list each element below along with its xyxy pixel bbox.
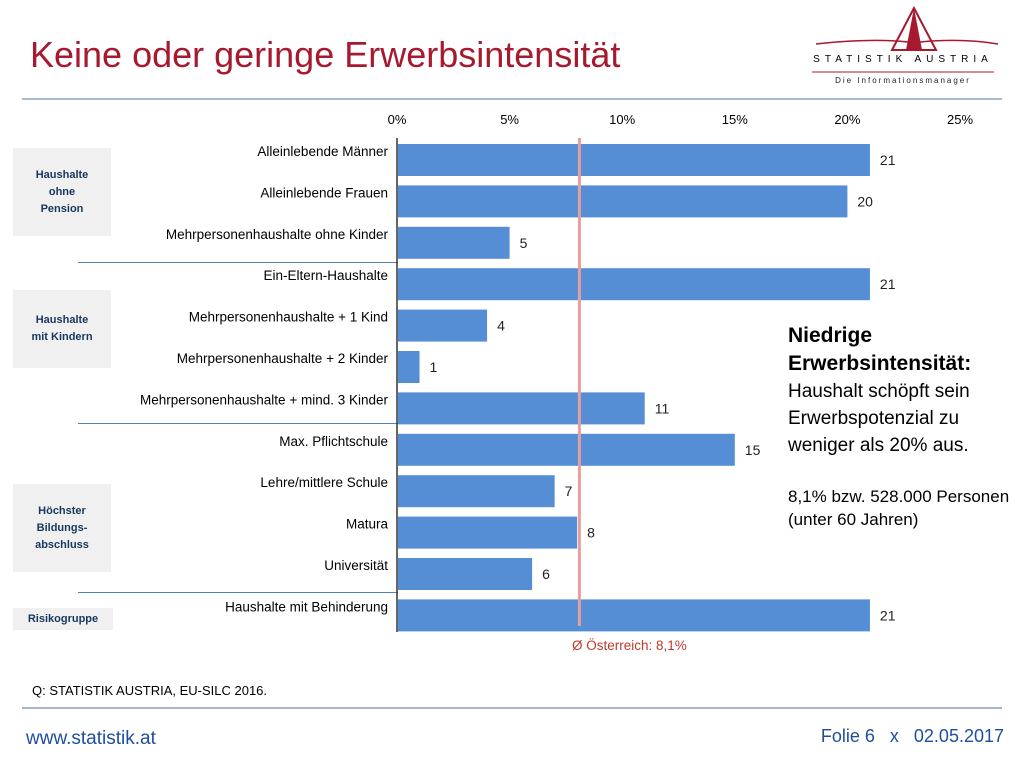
category-label: Mehrpersonenhaushalte ohne Kinder (166, 227, 389, 242)
x-tick-label: 10% (609, 112, 635, 127)
category-label: Ein-Eltern-Haushalte (263, 268, 388, 283)
bar (398, 309, 488, 342)
data-label: 1 (430, 359, 438, 375)
slide-date: 02.05.2017 (913, 726, 1004, 746)
category-label: Haushalte mit Behinderung (225, 599, 388, 614)
group-divider (78, 592, 398, 593)
bar (398, 351, 420, 383)
group-divider (78, 262, 398, 263)
slide-separator: x (889, 726, 899, 746)
reference-label: Ø Österreich: 8,1% (572, 638, 687, 653)
category-label: Lehre/mittlere Schule (260, 475, 388, 490)
category-label: Universität (324, 558, 388, 573)
note-statistic-line1: 8,1% bzw. 528.000 Personen (788, 487, 1010, 506)
x-tick-label: 20% (834, 112, 860, 127)
x-tick-label: 15% (722, 112, 748, 127)
bar (398, 392, 645, 425)
source-note: Q: STATISTIK AUSTRIA, EU-SILC 2016. (32, 683, 268, 698)
data-label: 20 (857, 193, 873, 209)
category-label: Mehrpersonenhaushalte + 1 Kind (189, 310, 388, 325)
page-title: Keine oder geringe Erwerbsintensität (30, 34, 621, 75)
bar (398, 599, 870, 632)
category-label: Alleinlebende Männer (257, 144, 388, 159)
logo-tagline: Die Informationsmanager (835, 76, 971, 85)
bar (398, 433, 735, 466)
category-label: Mehrpersonenhaushalte + 2 Kinder (177, 351, 389, 366)
logo-name: STATISTIK AUSTRIA (813, 54, 993, 65)
definition-note: Niedrige Erwerbsintensität: Haushalt sch… (788, 322, 1024, 531)
title-divider (22, 98, 1002, 100)
note-heading-line2: Erwerbsintensität: (788, 352, 972, 375)
data-label: 7 (565, 483, 573, 499)
bar (398, 144, 870, 176)
data-label: 6 (542, 566, 550, 582)
group-label-bildungsabschluss: Höchster Bildungs- abschluss (13, 484, 111, 572)
category-label: Mehrpersonenhaushalte + mind. 3 Kinder (140, 392, 389, 407)
group-divider (78, 423, 398, 424)
data-label: 21 (880, 276, 896, 292)
footer-divider (22, 707, 1002, 709)
statistik-austria-logo: STATISTIK AUSTRIA Die Informationsmanage… (812, 4, 1002, 90)
data-label: 5 (520, 235, 528, 251)
category-label: Alleinlebende Frauen (260, 185, 388, 200)
note-statistic-line2: (unter 60 Jahren) (788, 510, 919, 529)
x-tick-label: 25% (947, 112, 973, 127)
bar (398, 475, 555, 508)
bar (398, 558, 533, 590)
bar-chart: 0% 5% 10% 15% 20% 25% 21 Alleinlebende Männer 20… (140, 112, 973, 653)
bar (398, 185, 848, 218)
logo-mark (812, 5, 999, 73)
x-tick-label: 0% (388, 112, 407, 127)
group-label-haushalte-ohne-pension: Haushalte ohne Pension (13, 148, 111, 236)
slide-info: Folie 6 x 02.05.2017 (811, 726, 1004, 747)
bar (398, 226, 510, 259)
group-label-risikogruppe: Risikogruppe (13, 608, 113, 630)
x-tick-label: 5% (500, 112, 519, 127)
website-link[interactable]: www.statistik.at (26, 728, 156, 749)
note-definition: Haushalt schöpft sein Erwerbspotenzial z… (788, 381, 970, 456)
category-label: Max. Pflichtschule (279, 434, 388, 449)
data-label: 8 (587, 525, 595, 541)
bar (398, 268, 870, 301)
data-label: 15 (745, 442, 761, 458)
data-label: 11 (655, 400, 670, 416)
group-label-haushalte-mit-kindern: Haushalte mit Kindern (13, 290, 111, 368)
note-heading-line1: Niedrige (788, 324, 873, 347)
data-label: 21 (880, 607, 896, 623)
data-label: 21 (880, 152, 896, 168)
category-label: Matura (346, 517, 389, 532)
bar (398, 516, 578, 549)
data-label: 4 (497, 318, 505, 334)
slide-number: Folie 6 (820, 726, 875, 746)
